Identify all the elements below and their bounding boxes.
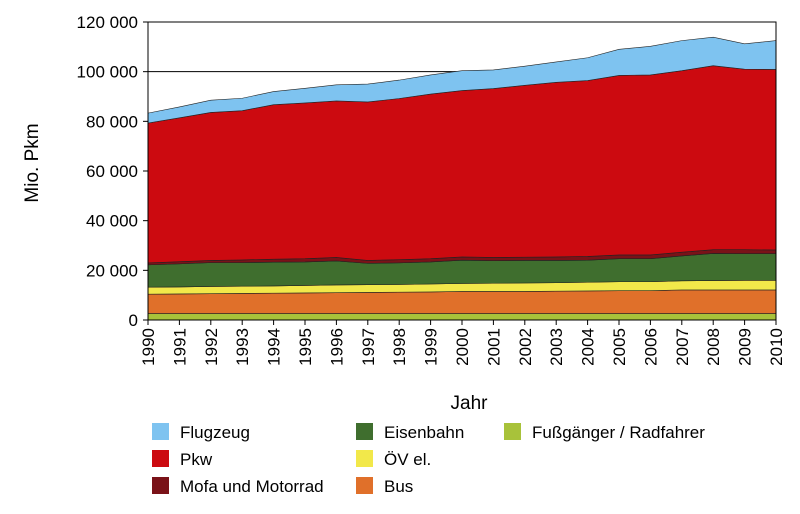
legend-label-bus: Bus (384, 477, 413, 496)
x-tick-labels: 1990 1991 1992 1993 1994 1995 1996 1997 1998 1999… (139, 328, 786, 366)
legend-swatch-mofa-und-motorrad (152, 477, 169, 494)
area-series (147, 36, 777, 321)
legend-label-mofa-und-motorrad: Mofa und Motorrad (180, 477, 324, 496)
x-tick-label: 2007 (673, 328, 692, 366)
x-tick-label: 2004 (579, 328, 598, 366)
x-tick-label: 1992 (202, 328, 221, 366)
legend-label-eisenbahn: Eisenbahn (384, 423, 464, 442)
x-tick-label: 1990 (139, 328, 158, 366)
legend-swatch-fußgänger-radfahrer (504, 423, 521, 440)
y-tick-label: 120 000 (77, 13, 138, 32)
y-tick-label: 100 000 (77, 63, 138, 82)
x-tick-label: 1995 (296, 328, 315, 366)
area-fußgänger-radfahrer (147, 313, 777, 321)
legend-swatch-pkw (152, 450, 169, 467)
axes (143, 21, 777, 325)
legend-swatch-eisenbahn (356, 423, 373, 440)
legend-swatch-bus (356, 477, 373, 494)
x-tick-label: 2001 (484, 328, 503, 366)
x-tick-label: 1997 (359, 328, 378, 366)
x-tick-label: 2002 (516, 328, 535, 366)
x-tick-label: 2000 (453, 328, 472, 366)
y-tick-label: 0 (129, 311, 138, 330)
legend-swatch-öv-el (356, 450, 373, 467)
legend-swatch-flugzeug (152, 423, 169, 440)
legend-label-flugzeug: Flugzeug (180, 423, 250, 442)
x-axis-label: Jahr (451, 393, 489, 414)
x-tick-label: 1998 (390, 328, 409, 366)
x-tick-label: 2003 (547, 328, 566, 366)
y-tick-label: 20 000 (86, 261, 138, 280)
legend: Flugzeug Pkw Mofa und Motorrad Eisenbahn ÖV … (152, 423, 705, 496)
y-tick-label: 40 000 (86, 212, 138, 231)
x-tick-label: 1993 (233, 328, 252, 366)
x-tick-label: 2005 (610, 328, 629, 366)
y-tick-label: 80 000 (86, 112, 138, 131)
y-axis-label: Mio. Pkm (22, 123, 43, 202)
y-tick-labels: 0 20 000 40 000 60 000 80 000 100 000 120 000 (77, 13, 138, 330)
x-tick-label: 2008 (704, 328, 723, 366)
x-tick-label: 1994 (265, 328, 284, 366)
area-pkw (147, 65, 777, 264)
x-tick-label: 2006 (641, 328, 660, 366)
x-tick-label: 1996 (327, 328, 346, 366)
legend-label-pkw: Pkw (180, 450, 213, 469)
y-tick-label: 60 000 (86, 162, 138, 181)
x-tick-label: 2009 (736, 328, 755, 366)
legend-label-öv-el: ÖV el. (384, 450, 431, 469)
legend-label-fußgänger-radfahrer: Fußgänger / Radfahrer (532, 423, 705, 442)
x-tick-label: 1991 (170, 328, 189, 366)
x-tick-label: 2010 (767, 328, 786, 366)
x-tick-label: 1999 (422, 328, 441, 366)
